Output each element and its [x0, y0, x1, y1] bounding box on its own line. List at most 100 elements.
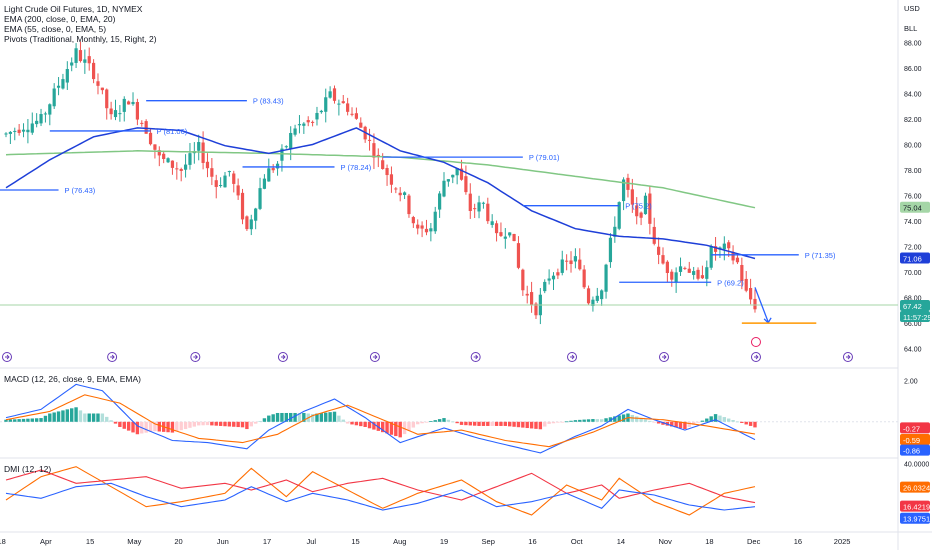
- macd-hist-bar: [337, 415, 341, 422]
- candle-body: [499, 232, 503, 236]
- event-marker-icon: [280, 354, 286, 360]
- macd-hist-bar: [267, 415, 271, 422]
- candle-body: [411, 217, 415, 224]
- macd-hist-bar: [578, 419, 582, 422]
- macd-hist-bar: [105, 416, 109, 422]
- candle-body: [162, 153, 166, 160]
- macd-hist-bar: [78, 410, 83, 422]
- macd-hist-bar: [341, 419, 345, 422]
- macd-hist-bar: [328, 412, 332, 422]
- indicator-pivots[interactable]: Pivots (Traditional, Monthly, 15, Right,…: [4, 34, 157, 44]
- macd-hist-bar: [332, 411, 337, 422]
- signal-tag-bg: [900, 434, 930, 446]
- macd-hist-bar: [709, 416, 713, 422]
- y-tick-label: 76.00: [904, 194, 922, 201]
- macd-hist-bar: [183, 421, 188, 430]
- candle-body: [17, 129, 21, 133]
- macd-hist-bar: [48, 413, 52, 422]
- candle-body: [696, 269, 700, 279]
- candle-body: [753, 298, 757, 310]
- macd-hist-bar: [201, 421, 205, 426]
- macd-hist-bar: [179, 421, 183, 431]
- candle-body: [43, 113, 48, 115]
- candle-body: [240, 192, 245, 220]
- macd-hist-bar: [197, 421, 201, 426]
- event-marker-icon: [662, 354, 667, 360]
- macd-hist-bar: [477, 421, 481, 426]
- candle-body: [144, 121, 148, 134]
- macd-hist-bar: [705, 418, 709, 422]
- candle-body: [665, 261, 669, 273]
- candle-body: [468, 193, 472, 211]
- candle-body: [35, 120, 39, 125]
- macd-hist-bar: [564, 421, 569, 423]
- x-tick-label: 16: [794, 537, 802, 546]
- pivot-label: P (69.2): [717, 278, 744, 287]
- dmi-legend[interactable]: DMI (12, 12): [4, 464, 52, 474]
- macd-hist-bar: [512, 421, 516, 427]
- macd-hist-bar: [661, 421, 665, 425]
- macd-hist-bar: [731, 420, 735, 422]
- macd-hist-bar: [170, 421, 175, 433]
- candle-body: [661, 255, 665, 264]
- macd-hist-bar: [87, 413, 91, 422]
- candle-body: [551, 275, 556, 280]
- macd-hist-bar: [293, 412, 297, 422]
- candle-body: [565, 260, 569, 262]
- macd-hist-bar: [8, 419, 13, 422]
- candle-body: [652, 226, 656, 244]
- candle-body: [674, 272, 678, 283]
- macd-hist-bar: [367, 421, 372, 429]
- macd-hist-bar: [490, 421, 494, 426]
- macd-hist-bar: [424, 421, 429, 423]
- indicator-ema55[interactable]: EMA (55, close, 0, EMA, 5): [4, 24, 107, 34]
- candle-body: [293, 128, 297, 135]
- candle-body: [306, 120, 310, 123]
- candle-body: [613, 226, 617, 237]
- candle-body: [254, 208, 258, 221]
- candle-body: [258, 188, 262, 209]
- candle-body: [727, 242, 731, 249]
- candle-body: [65, 69, 69, 83]
- macd-hist-bar: [534, 421, 538, 429]
- candle-body: [398, 192, 402, 196]
- candle-body: [608, 237, 613, 263]
- macd-hist-bar: [39, 418, 43, 422]
- candle-body: [389, 174, 394, 185]
- candle-body: [516, 243, 521, 268]
- macd-hist-bar: [345, 421, 350, 424]
- x-tick-label: May: [127, 537, 141, 546]
- macd-hist-bar: [232, 421, 236, 427]
- candle-body: [381, 160, 385, 170]
- ema200-price-tag: 75.04: [903, 204, 922, 213]
- symbol-title[interactable]: Light Crude Oil Futures, 1D, NYMEX: [4, 4, 143, 14]
- candle-body: [490, 221, 494, 225]
- candle-body: [494, 223, 499, 234]
- candle-body: [183, 164, 188, 170]
- candle-body: [635, 205, 639, 217]
- macd-hist-bar: [525, 421, 529, 429]
- macd-hist-bar: [398, 421, 402, 438]
- macd-hist-bar: [34, 418, 39, 422]
- candle-body: [407, 195, 411, 215]
- candle-body: [271, 168, 275, 171]
- macd-hist-bar: [635, 416, 639, 422]
- candle-body: [530, 292, 534, 306]
- candle-body: [109, 108, 113, 115]
- candle-body: [197, 142, 201, 151]
- macd-hist-bar: [223, 421, 227, 427]
- y-tick-label: 80.00: [904, 142, 922, 149]
- currency-label[interactable]: USD: [904, 4, 920, 13]
- macd-legend[interactable]: MACD (12, 26, close, 9, EMA, EMA): [4, 374, 141, 384]
- macd-hist-bar: [691, 421, 696, 425]
- macd-hist-bar: [13, 419, 17, 422]
- candle-body: [87, 56, 91, 64]
- macd-hist-bar: [324, 412, 328, 422]
- indicator-ema200[interactable]: EMA (200, close, 0, EMA, 20): [4, 14, 116, 24]
- macd-hist-bar: [205, 421, 210, 426]
- x-tick-label: 18: [0, 537, 6, 546]
- unit-label[interactable]: BLL: [904, 24, 918, 33]
- candle-body: [740, 264, 744, 282]
- candle-body: [148, 132, 153, 145]
